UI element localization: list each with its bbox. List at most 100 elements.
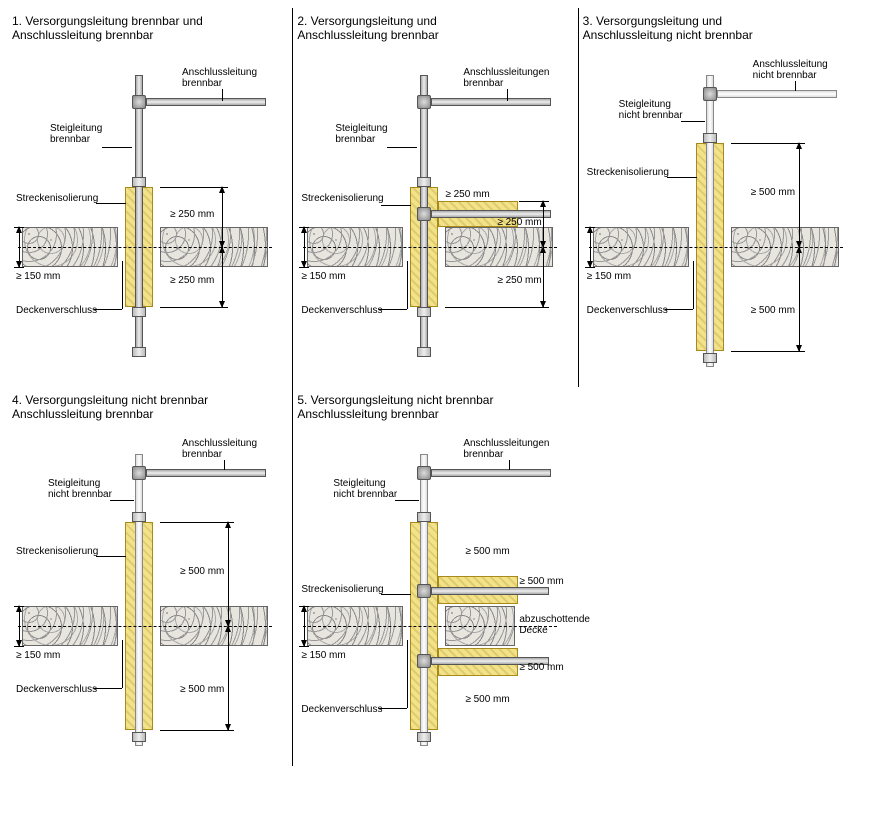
dim-extent [160,187,228,188]
pipe-coupling [703,353,717,363]
dim-ge500-upper: ≥ 500 mm [180,566,224,577]
slab-centerline [303,247,557,248]
leader-line [102,147,132,148]
tee-fitting [132,95,146,109]
panel-5-title: 5. Versorgungsleitung nicht brennbar Ans… [297,393,574,422]
leader-line [407,261,408,309]
panel-2-title: 2. Versorgungsleitung und Anschlussleitu… [297,14,573,43]
label-streckenisolierung: Streckenisolierung [587,167,669,178]
pipe-coupling [132,732,146,742]
dim-arrow [228,522,229,626]
dim-ge250-lower: ≥ 250 mm [497,275,541,286]
panel-4: 4. Versorgungsleitung nicht brennbar Ans… [8,387,293,766]
dim-ge150: ≥ 150 mm [301,271,345,282]
branch-pipe [146,469,266,477]
label-anschlussleitung: Anschlussleitung brennbar [182,67,257,89]
pipe-coupling [132,512,146,522]
pipe-coupling [417,732,431,742]
panel-empty [579,387,864,766]
branch-pipe [146,98,266,106]
panel-2: 2. Versorgungsleitung und Anschlussleitu… [293,8,578,387]
leader-line [681,121,705,122]
leader-line [94,309,122,310]
leader-line [387,147,417,148]
label-streckenisolierung: Streckenisolierung [301,193,383,204]
diagram-grid: 1. Versorgungsleitung brennbar und Ansch… [8,8,864,766]
dim-extent [160,522,234,523]
riser-pipe [706,75,714,367]
branch-pipe [431,587,549,595]
leader-line [507,89,508,101]
label-anschluss-nicht: Anschlussleitung nicht brennbar [753,59,828,81]
riser-pipe [420,454,428,746]
dim-arrow [19,227,20,267]
dim-arrow [799,143,800,247]
dim-arrow [304,227,305,267]
tee-fitting [417,95,431,109]
dim-ge250-branch: ≥ 250 mm [445,189,489,200]
dim-arrow [228,626,229,730]
label-streckenisolierung: Streckenisolierung [301,584,383,595]
leader-line [381,594,411,595]
label-streckenisolierung: Streckenisolierung [16,193,98,204]
dim-extent [731,143,805,144]
slab-centerline [589,247,843,248]
leader-line [96,203,126,204]
panel-3-title: 3. Versorgungsleitung und Anschlussleitu… [583,14,860,43]
leader-line [693,261,694,309]
pipe-coupling [417,307,431,317]
pipe-coupling [132,347,146,357]
leader-line [96,556,126,557]
dim-arrow [799,247,800,351]
dim-ge500-lower: ≥ 500 mm [180,684,224,695]
leader-line [379,309,407,310]
leader-line [381,205,411,206]
leader-line [122,640,123,688]
dim-ge250-upper: ≥ 250 mm [497,217,541,228]
pipe-coupling [132,307,146,317]
panel-1-diagram: Steigleitung brennbar Anschlussleitung b… [12,47,282,377]
panel-3: 3. Versorgungsleitung und Anschlussleitu… [579,8,864,387]
leader-line [665,309,693,310]
label-deckenverschluss: Deckenverschluss [301,305,382,316]
dim-ge500-upper: ≥ 500 mm [465,546,509,557]
panel-3-diagram: Steigleitung nicht brennbar Anschlusslei… [583,47,853,377]
leader-line [94,688,122,689]
pipe-coupling [417,177,431,187]
panel-2-diagram: Steigleitung brennbar Anschlussleitungen… [297,47,567,377]
label-deckenverschluss: Deckenverschluss [16,305,97,316]
label-steigleitung-nicht: Steigleitung nicht brennbar [333,478,397,500]
dim-ge500-branch-up: ≥ 500 mm [519,576,563,587]
dim-ge250-upper: ≥ 250 mm [170,209,214,220]
slab-centerline [18,626,272,627]
dim-arrow [590,227,591,267]
dim-ge500-lower: ≥ 500 mm [751,305,795,316]
pipe-coupling [703,133,717,143]
dim-arrow [304,606,305,646]
dim-ge500-upper: ≥ 500 mm [751,187,795,198]
label-steigleitung-nicht: Steigleitung nicht brennbar [619,99,683,121]
riser-pipe [135,454,143,746]
label-deckenverschluss: Deckenverschluss [301,704,382,715]
label-anschlussleitungen: Anschlussleitungen brennbar [463,67,549,89]
dim-ge150: ≥ 150 mm [16,271,60,282]
tee-fitting [703,87,717,101]
leader-line [122,261,123,309]
leader-line [395,500,419,501]
panel-1-title: 1. Versorgungsleitung brennbar und Ansch… [12,14,288,43]
label-steigleitung: Steigleitung brennbar [50,123,102,145]
dim-extent [445,307,549,308]
panel-4-diagram: Steigleitung nicht brennbar Anschlusslei… [12,426,282,756]
leader-line [795,81,796,91]
dim-arrow [222,187,223,247]
tee-fitting [417,654,431,668]
dim-ge150: ≥ 150 mm [587,271,631,282]
leader-line [509,460,510,470]
dim-arrow [222,247,223,307]
label-steigleitung-nicht: Steigleitung nicht brennbar [48,478,112,500]
branch-pipe [431,98,551,106]
leader-line [379,708,407,709]
panel-4-title: 4. Versorgungsleitung nicht brennbar Ans… [12,393,288,422]
dim-ge150: ≥ 150 mm [16,650,60,661]
dim-extent [160,307,228,308]
